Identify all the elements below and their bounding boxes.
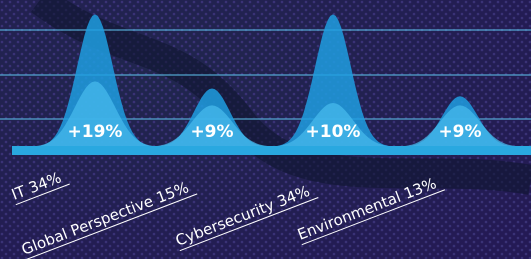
growth-label: +9%	[438, 122, 481, 142]
growth-label: +19%	[68, 122, 123, 142]
chart: +19%IT 34%+9%Global Perspective 15%+10%C…	[0, 0, 531, 259]
baseline-bar	[12, 146, 531, 155]
page: {"chart_data": {"type": "peaks", "catego…	[0, 0, 531, 259]
growth-label: +9%	[190, 122, 233, 142]
growth-label: +10%	[306, 122, 361, 142]
